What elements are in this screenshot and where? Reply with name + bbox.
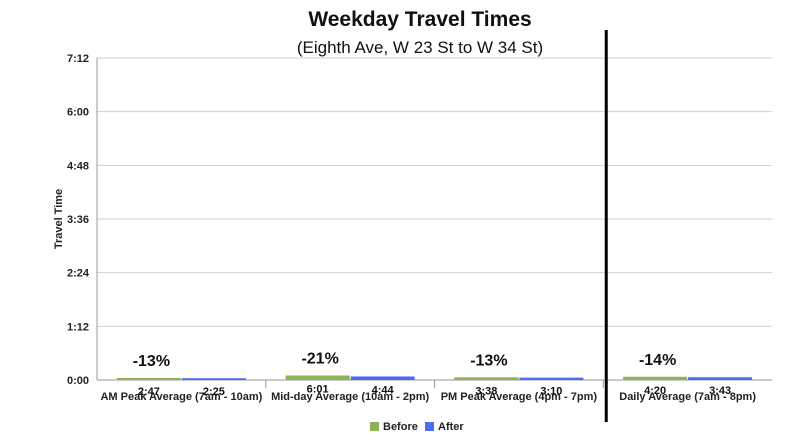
chart-subtitle: (Eighth Ave, W 23 St to W 34 St): [296, 38, 544, 57]
bar-before: [454, 377, 519, 380]
bar-after: [350, 376, 415, 380]
y-tick-label: 0:00: [67, 375, 89, 387]
legend-label: Before: [383, 421, 418, 433]
bar-after: [519, 377, 584, 380]
legend-swatch-after: [425, 422, 434, 431]
bar-before: [623, 376, 688, 380]
bar-value-label: 2:25: [203, 386, 225, 398]
bar-value-label: 4:44: [372, 384, 395, 396]
bar-value-label: 2:47: [138, 386, 160, 398]
y-tick-label: 1:12: [67, 321, 89, 333]
x-category-label: PM Peak Average (4pm - 7pm): [441, 391, 598, 403]
percent-change-label: -13%: [133, 353, 170, 370]
y-tick-label: 3:36: [67, 214, 89, 226]
bar-value-label: 3:10: [540, 386, 562, 398]
bar-after: [688, 377, 753, 380]
y-tick-label: 7:12: [67, 53, 89, 65]
y-tick-label: 4:48: [67, 160, 89, 172]
bar-before: [285, 375, 350, 380]
percent-change-label: -21%: [301, 351, 338, 368]
bar-value-label: 3:43: [709, 385, 731, 397]
legend-label: After: [438, 421, 464, 433]
x-category-label: Daily Average (7am - 8pm): [619, 391, 756, 403]
bar-before: [116, 377, 181, 380]
percent-change-label: -14%: [639, 352, 676, 369]
x-category-label: Mid-day Average (10am - 2pm): [271, 391, 429, 403]
percent-change-label: -13%: [470, 352, 507, 369]
bar-value-label: 6:01: [307, 384, 329, 396]
bar-after: [181, 378, 246, 380]
chart-title: Weekday Travel Times: [308, 8, 532, 31]
legend-swatch-before: [370, 422, 379, 431]
y-tick-label: 2:24: [67, 268, 90, 280]
bar-value-label: 3:38: [475, 385, 497, 397]
y-axis-label: Travel Time: [53, 189, 65, 249]
y-tick-label: 6:00: [67, 107, 89, 119]
x-category-label: AM Peak Average (7am - 10am): [100, 391, 262, 403]
bar-value-label: 4:20: [644, 385, 666, 397]
